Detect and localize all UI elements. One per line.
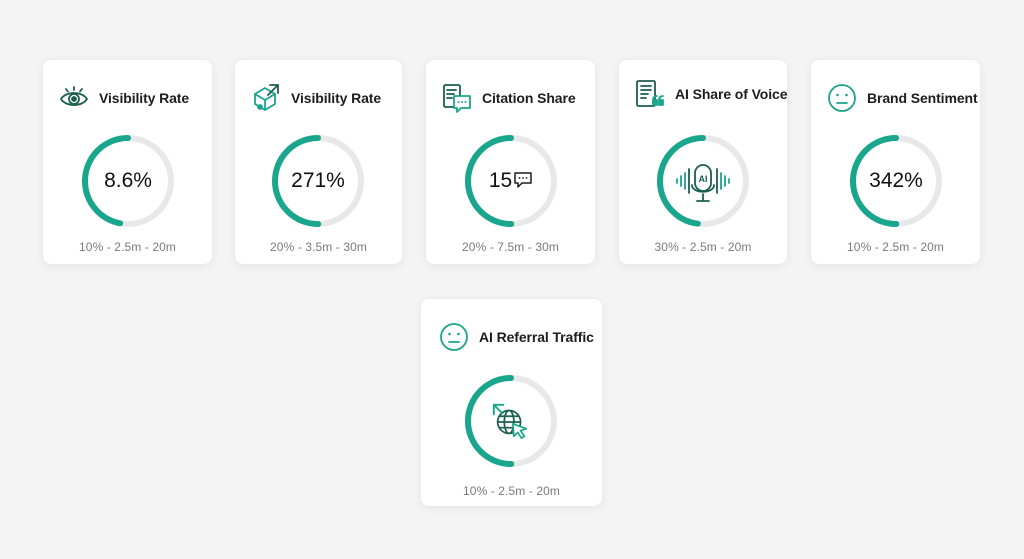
card-title: Citation Share — [482, 90, 576, 106]
card-footer: 20% - 3.5m - 30m — [270, 240, 367, 254]
metric-card-citation-share[interactable]: Citation Share 15 20% - 7.5m - 30m — [426, 60, 595, 264]
card-footer: 10% - 2.5m - 20m — [847, 240, 944, 254]
globe-cursor-icon — [462, 372, 560, 470]
metric-card-visibility-rate-2[interactable]: Visibility Rate 271% 20% - 3.5m - 30m — [235, 60, 402, 264]
ai-label: AI — [699, 174, 708, 184]
card-title: Visibility Rate — [99, 90, 190, 106]
card-header: Brand Sentiment — [825, 80, 978, 116]
progress-arc — [272, 135, 364, 227]
progress-ring: 15 — [462, 132, 560, 230]
card-header: Visibility Rate — [249, 80, 394, 116]
card-footer: 10% - 2.5m - 20m — [79, 240, 176, 254]
chat-document-icon — [440, 81, 474, 115]
card-title: AI Referral Traffic — [479, 329, 594, 345]
metric-value: 342% — [869, 169, 923, 192]
neutral-face-icon — [825, 81, 859, 115]
progress-arc — [657, 135, 749, 227]
card-footer: 30% - 2.5m - 20m — [654, 240, 752, 254]
progress-arc — [465, 135, 557, 227]
neutral-face-icon — [437, 320, 471, 354]
metric-value: 15 — [462, 132, 560, 230]
progress-arc — [465, 375, 557, 467]
metric-card-ai-share-of-voice[interactable]: AI Share of Voice AI 30% - 2.5m - 20m — [619, 60, 788, 264]
progress-ring: 271% — [269, 132, 367, 230]
cube-arrow-icon — [249, 81, 283, 115]
chat-bubble-icon — [513, 170, 533, 190]
metric-value: 8.6% — [104, 169, 152, 192]
ai-microphone-icon: AI — [654, 132, 752, 230]
card-header: AI Share of Voice — [633, 76, 788, 112]
card-footer: 10% - 2.5m - 20m — [463, 484, 560, 498]
metric-card-ai-referral-traffic[interactable]: AI Referral Traffic 10% - 2.5m - 20m — [421, 299, 602, 506]
metric-value-text: 15 — [488, 169, 513, 192]
progress-arc — [82, 135, 174, 227]
card-header: Visibility Rate — [57, 80, 204, 116]
card-footer: 20% - 7.5m - 30m — [462, 240, 559, 254]
progress-ring: AI — [654, 132, 752, 230]
metric-card-visibility-rate[interactable]: Visibility Rate 8.6% 10% - 2.5m - 20m — [43, 60, 212, 264]
eye-icon — [57, 81, 91, 115]
metric-value: 271% — [291, 169, 345, 192]
quote-document-icon — [633, 77, 667, 111]
card-header: Citation Share — [440, 80, 587, 116]
progress-ring: 342% — [847, 132, 945, 230]
progress-ring — [462, 372, 560, 470]
card-title: AI Share of Voice — [675, 86, 788, 102]
card-header: AI Referral Traffic — [437, 319, 594, 355]
card-title: Visibility Rate — [291, 90, 382, 106]
progress-arc — [850, 135, 942, 227]
progress-ring: 8.6% — [79, 132, 177, 230]
card-title: Brand Sentiment — [867, 90, 978, 106]
metric-card-brand-sentiment[interactable]: Brand Sentiment 342% 10% - 2.5m - 20m — [811, 60, 980, 264]
